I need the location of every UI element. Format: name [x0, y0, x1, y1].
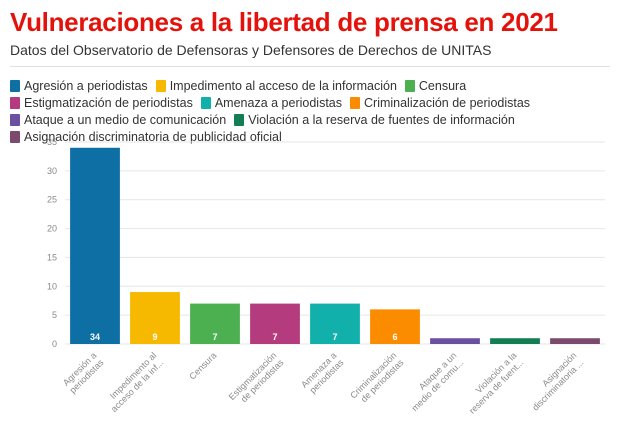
y-tick-label: 15 — [47, 252, 57, 262]
legend-swatch — [155, 80, 166, 92]
x-tick-label: Amenaza aperiodistas — [299, 350, 346, 397]
legend-swatch — [10, 114, 20, 126]
legend-swatch — [10, 97, 20, 109]
legend-label: Estigmatización de periodistas — [24, 96, 193, 110]
y-tick-label: 5 — [52, 310, 57, 320]
bar[interactable] — [130, 292, 180, 344]
y-tick-label: 35 — [47, 137, 57, 147]
bar[interactable] — [190, 303, 240, 344]
bar-data-label: 34 — [90, 332, 100, 342]
legend-swatch — [10, 131, 20, 143]
legend-item: Estigmatización de periodistas — [10, 95, 193, 111]
bar[interactable] — [430, 338, 480, 344]
legend-label: Criminalización de periodistas — [364, 96, 531, 110]
legend-label: Censura — [418, 79, 467, 93]
bar-data-label: 9 — [152, 332, 157, 342]
legend-swatch — [234, 114, 245, 126]
bar[interactable] — [490, 338, 540, 344]
legend-label: Impedimento al acceso de la información — [169, 79, 397, 93]
x-tick-label: Censura — [187, 350, 218, 381]
legend-swatch — [10, 80, 20, 92]
bar-data-label: 7 — [332, 332, 337, 342]
legend-swatch — [350, 97, 360, 109]
chart-legend: Agresión a periodistas Impedimento al acc… — [10, 78, 615, 145]
bar[interactable] — [310, 303, 360, 344]
x-tick-label: Violación a lareserva de fuent... — [460, 350, 525, 415]
legend-item: Impedimento al acceso de la información — [155, 78, 397, 94]
legend-label: Amenaza a periodistas — [214, 96, 342, 110]
legend-item: Agresión a periodistas — [10, 78, 148, 94]
legend-label: Agresión a periodistas — [24, 79, 148, 93]
bar[interactable] — [70, 147, 120, 344]
chart-subtitle: Datos del Observatorio de Defensoras y D… — [10, 42, 492, 58]
bar-data-label: 7 — [212, 332, 217, 342]
legend-label: Ataque a un medio de comunicación — [24, 113, 227, 127]
y-tick-label: 10 — [47, 281, 57, 291]
x-tick-label: Estigmatizaciónde periodistas — [227, 350, 286, 409]
legend-item: Ataque a un medio de comunicación — [10, 112, 226, 128]
x-tick-label: Agresión aperiodistas — [61, 350, 106, 395]
y-tick-label: 0 — [52, 339, 57, 349]
x-tick-label: Impedimento alacceso de la inf... — [102, 350, 166, 414]
legend-item: Censura — [404, 78, 467, 94]
y-tick-label: 20 — [47, 224, 57, 234]
legend-label: Asignación discriminatoria de publicidad… — [24, 130, 282, 144]
legend-item: Criminalización de periodistas — [350, 95, 530, 111]
legend-item: Amenaza a periodistas — [200, 95, 342, 111]
header-divider — [10, 66, 610, 67]
chart-title: Vulneraciones a la libertad de prensa en… — [10, 7, 558, 37]
legend-swatch — [200, 97, 211, 109]
legend-item: Violación a la reserva de fuentes de inf… — [234, 112, 515, 128]
x-tick-label: Criminalizaciónde periodistas — [348, 350, 406, 408]
bar[interactable] — [370, 309, 420, 344]
legend-swatch — [404, 80, 415, 92]
bar[interactable] — [550, 338, 600, 344]
legend-label: Violación a la reserva de fuentes de inf… — [248, 113, 515, 127]
bar[interactable] — [250, 303, 300, 344]
x-tick-label-line: Censura — [187, 350, 218, 381]
bar-data-label: 6 — [392, 332, 397, 342]
bar-data-label: 7 — [272, 332, 277, 342]
x-tick-label: Asignacióndiscriminatoria ... — [523, 350, 585, 412]
legend-item: Asignación discriminatoria de publicidad… — [10, 129, 282, 145]
y-tick-label: 25 — [47, 195, 57, 205]
x-tick-label: Ataque a unmedio de comu... — [403, 350, 466, 413]
y-tick-label: 30 — [47, 166, 57, 176]
